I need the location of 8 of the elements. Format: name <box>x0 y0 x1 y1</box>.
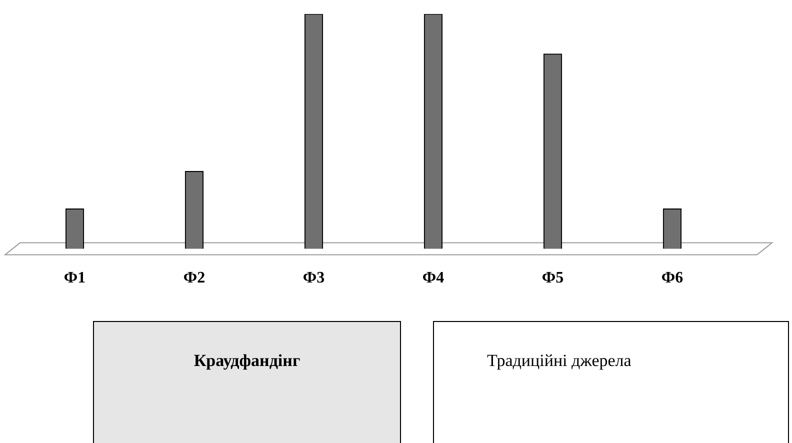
x-tick-label: Ф4 <box>422 270 444 287</box>
x-tick-label: Ф3 <box>302 270 325 287</box>
x-tick-label: Ф2 <box>183 270 206 287</box>
text-box: Краудфандінг <box>93 321 401 443</box>
x-tick-label: Ф5 <box>542 270 564 287</box>
x-tick-label: Ф6 <box>661 270 684 287</box>
x-tick-label: Ф1 <box>64 270 86 287</box>
text-box: Традиційні джерела <box>433 321 789 443</box>
